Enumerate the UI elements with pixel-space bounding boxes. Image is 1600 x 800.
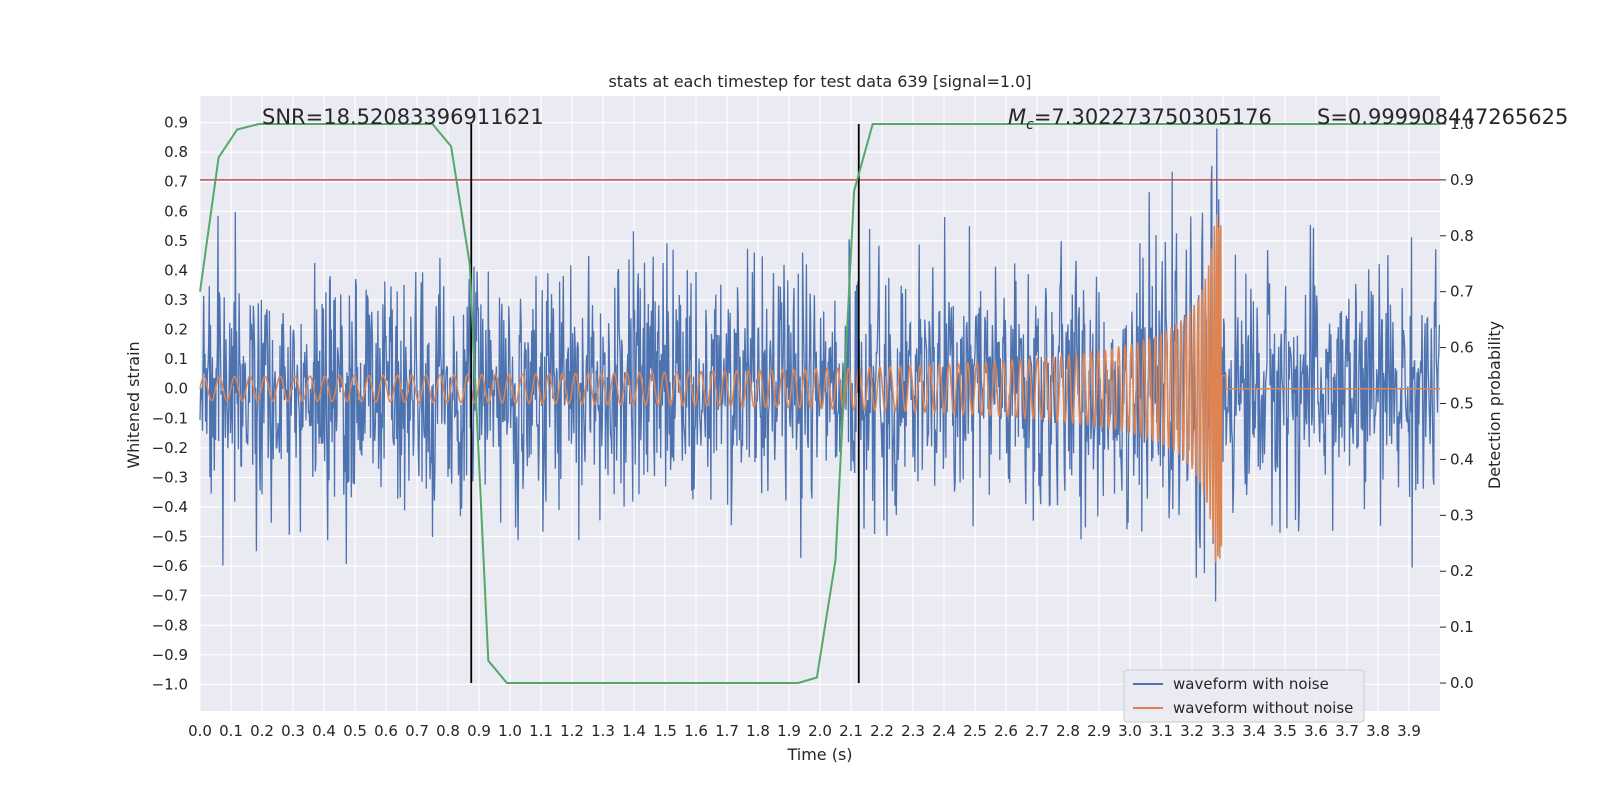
x-tick-label: 3.6 [1304,722,1328,740]
s-annotation: S=0.999908447265625 [1317,105,1568,129]
y-tick-label: 0.0 [164,380,188,398]
chirp-mass-symbol: M [1008,105,1026,129]
y-axis-right-title: Detection probability [1485,321,1504,489]
x-axis-title: Time (s) [786,745,852,764]
y-tick-label: −0.6 [152,557,188,575]
chart-title: stats at each timestep for test data 639… [608,72,1031,91]
y-tick-label: 0.1 [164,350,188,368]
y-tick-label: −0.4 [152,498,188,516]
y-axis-title: Whitened strain [124,341,143,468]
x-tick-label: 2.6 [994,722,1018,740]
y-axis-ticks: 0.9 0.8 0.7 0.6 0.5 0.4 0.3 0.2 0.1 0.0 −0.1 −0.2 −0… [152,114,188,694]
y-tick-label: −0.3 [152,468,188,486]
y-tick-label: 0.3 [164,291,188,309]
x-tick-label: 3.7 [1335,722,1359,740]
waveform-without-noise-line [199,214,1440,563]
y-tick-label: −1.0 [152,675,188,693]
x-tick-label: 2.5 [963,722,987,740]
x-tick-label: 0.6 [374,722,398,740]
x-tick-label: 1.9 [777,722,801,740]
x-tick-label: 0.7 [405,722,429,740]
y-tick-label: 0.6 [164,202,188,220]
x-tick-label: 1.8 [746,722,770,740]
x-tick-label: 1.4 [622,722,646,740]
y-right-tick-label: 0.2 [1450,562,1474,580]
y-axis-right-ticks: 1.0 0.9 0.8 0.7 0.6 0.5 0.4 0.3 0.2 0.1 0.0 [1440,115,1474,692]
y-tick-label: −0.7 [152,587,188,605]
x-tick-label: 3.5 [1273,722,1297,740]
y-right-tick-label: 0.5 [1450,395,1474,413]
x-tick-label: 2.4 [932,722,956,740]
x-tick-label: 1.2 [560,722,584,740]
x-tick-label: 0.9 [467,722,491,740]
y-tick-label: 0.2 [164,321,188,339]
x-tick-label: 3.4 [1242,722,1266,740]
legend-label-noise: waveform with noise [1173,675,1329,693]
y-right-tick-label: 0.4 [1450,450,1474,468]
x-tick-label: 3.0 [1118,722,1142,740]
x-tick-label: 2.3 [901,722,925,740]
y-right-tick-label: 0.8 [1450,227,1474,245]
y-tick-label: 0.7 [164,173,188,191]
x-tick-label: 0.4 [312,722,336,740]
chirp-mass-annotation: Mc=7.302273750305176 [1008,105,1272,133]
x-tick-label: 1.0 [498,722,522,740]
y-right-tick-label: 1.0 [1450,115,1474,133]
y-tick-label: −0.5 [152,528,188,546]
y-tick-label: −0.8 [152,616,188,634]
x-tick-label: 2.8 [1056,722,1080,740]
x-axis-ticks: 0.0 0.1 0.2 0.3 0.4 0.5 0.6 0.7 0.8 0.9 1.0 1.1 1.2 1… [188,722,1421,740]
x-tick-label: 0.3 [281,722,305,740]
x-tick-label: 3.2 [1180,722,1204,740]
y-tick-label: −0.9 [152,646,188,664]
y-tick-label: 0.4 [164,261,188,279]
x-tick-label: 2.1 [839,722,863,740]
x-tick-label: 3.1 [1149,722,1173,740]
x-tick-label: 2.9 [1087,722,1111,740]
x-tick-label: 3.3 [1211,722,1235,740]
y-right-tick-label: 0.6 [1450,339,1474,357]
x-tick-label: 1.1 [529,722,553,740]
x-tick-label: 2.0 [808,722,832,740]
x-tick-label: 1.7 [715,722,739,740]
series-waveform-without-noise [199,214,1440,563]
x-tick-label: 0.5 [343,722,367,740]
x-tick-label: 0.8 [436,722,460,740]
x-tick-label: 3.9 [1397,722,1421,740]
legend-label-clean: waveform without noise [1173,699,1353,717]
x-tick-label: 2.2 [870,722,894,740]
y-tick-label: −0.2 [152,439,188,457]
y-right-tick-label: 0.9 [1450,171,1474,189]
legend-box [1123,669,1365,723]
y-right-tick-label: 0.3 [1450,506,1474,524]
y-right-tick-label: 0.0 [1450,674,1474,692]
x-tick-label: 1.3 [591,722,615,740]
y-right-tick-label: 0.1 [1450,618,1474,636]
chirp-mass-subscript: c [1026,117,1034,133]
detection-probability-line [199,123,1440,684]
x-tick-label: 3.8 [1366,722,1390,740]
y-tick-label: 0.5 [164,232,188,250]
x-tick-label: 0.2 [250,722,274,740]
x-tick-label: 0.1 [219,722,243,740]
x-tick-label: 0.0 [188,722,212,740]
x-tick-label: 2.7 [1025,722,1049,740]
y-right-tick-label: 0.7 [1450,283,1474,301]
overlays [199,123,1440,684]
x-tick-label: 1.6 [684,722,708,740]
x-tick-label: 1.5 [653,722,677,740]
y-tick-label: 0.8 [164,143,188,161]
legend: waveform with noise waveform without noi… [1123,669,1365,723]
chirp-mass-value: =7.302273750305176 [1034,105,1272,129]
y-tick-label: 0.9 [164,114,188,132]
y-tick-label: −0.1 [152,409,188,427]
snr-annotation: SNR=18.52083396911621 [262,105,544,129]
